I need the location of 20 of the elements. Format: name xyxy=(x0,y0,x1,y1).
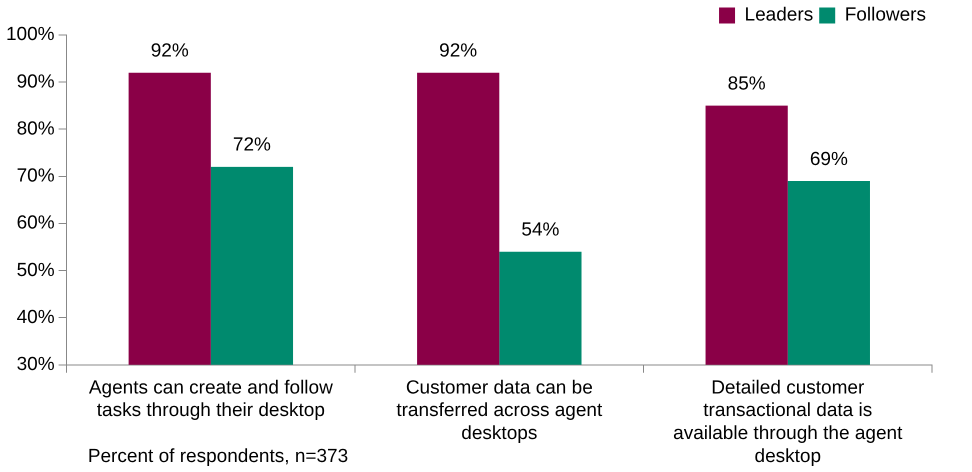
legend-label: Leaders xyxy=(744,4,814,26)
y-tick-label: 100% xyxy=(6,24,55,46)
x-tick-label: Detailed customer transactional data is available through the agent desktop xyxy=(673,377,904,467)
y-tick-label: 70% xyxy=(16,166,55,187)
text: 92% xyxy=(150,40,189,62)
y-tick-label: 50% xyxy=(16,260,55,281)
y-tick-label: 30% xyxy=(16,354,55,376)
y-tick-label: 60% xyxy=(16,212,55,234)
y-tick-label: 40% xyxy=(16,306,55,328)
text: Percent of respondents, n=373 xyxy=(88,446,348,467)
text: 92% xyxy=(439,40,478,62)
y-tick-label: 90% xyxy=(16,71,55,92)
x-tick-label: Agents can create and follow tasks through their desktop xyxy=(88,377,334,422)
y-tick-label: 80% xyxy=(16,118,55,140)
text: 72% xyxy=(232,134,271,156)
x-tick-label: Customer data can be transferred across agent desktops xyxy=(396,377,603,444)
text: 69% xyxy=(810,148,848,170)
text: 54% xyxy=(521,219,560,240)
text: 85% xyxy=(728,73,766,94)
legend-label: Followers xyxy=(844,4,926,26)
